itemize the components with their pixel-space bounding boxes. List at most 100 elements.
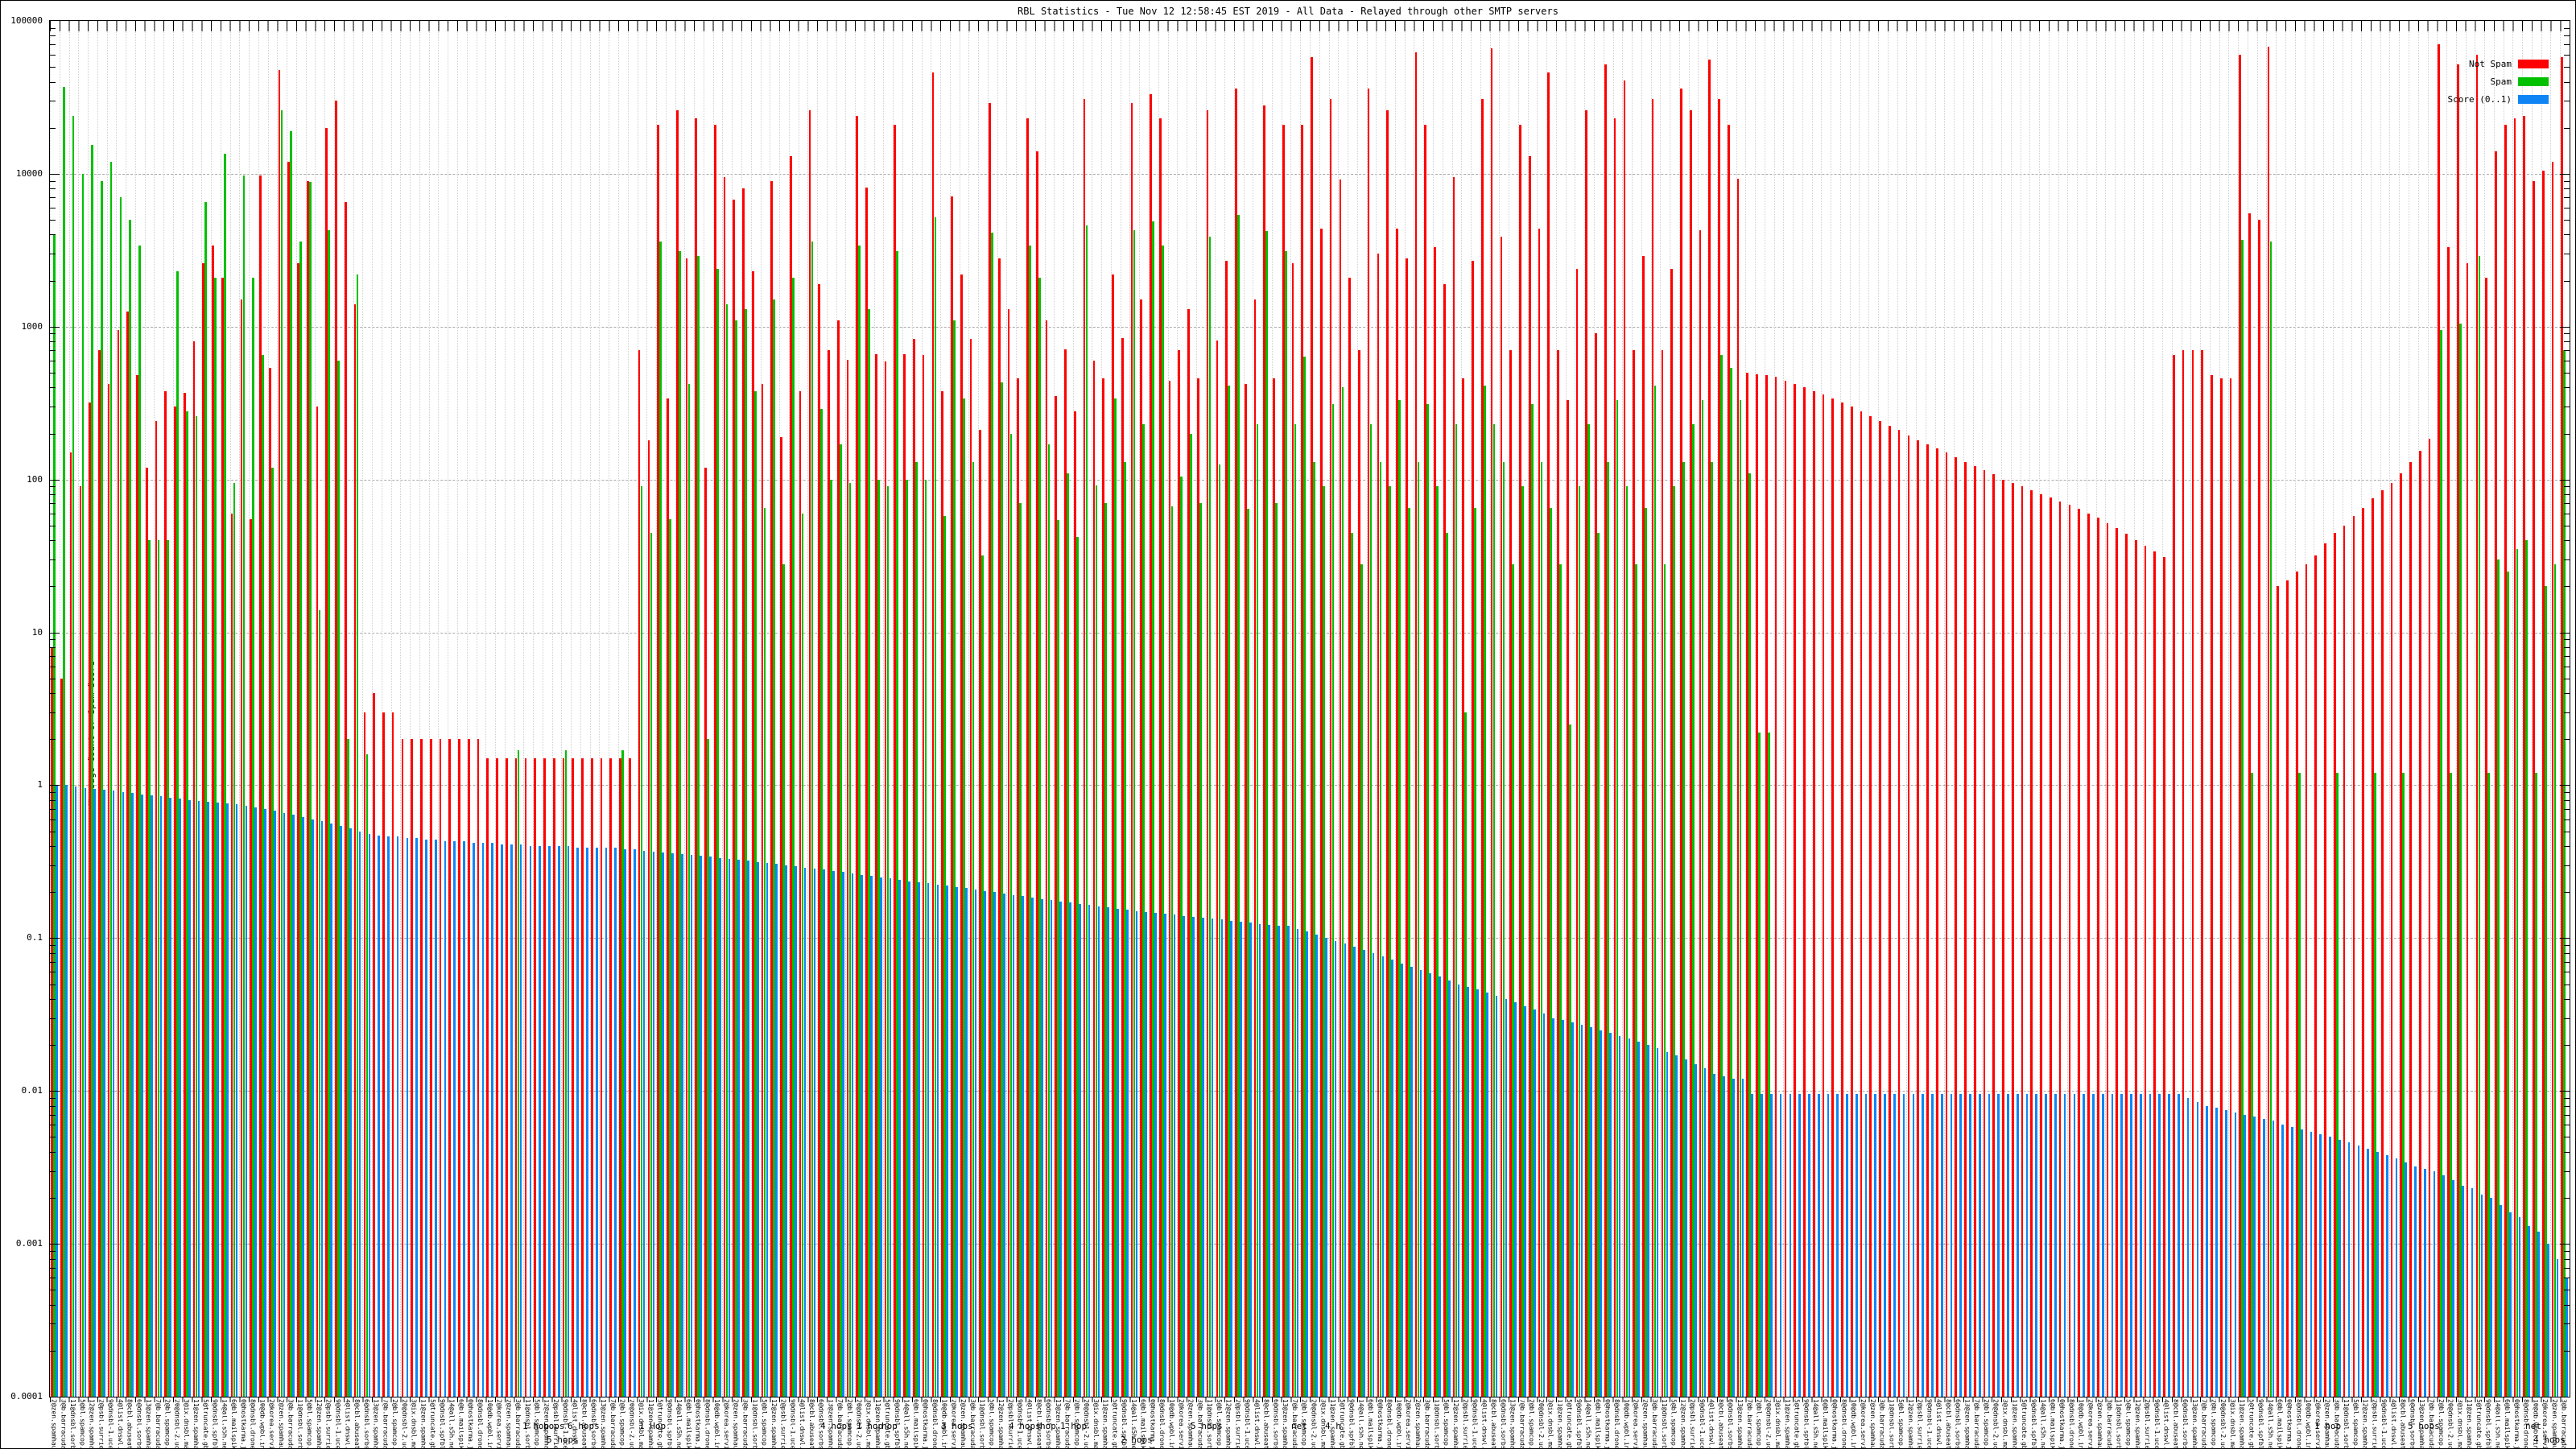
gridline-v — [551, 21, 553, 1397]
bar-spam — [157, 540, 160, 1397]
gridline-v — [1821, 21, 1823, 1397]
bar-score — [2347, 1142, 2351, 1397]
x-tick-label: 20@dnsbl-2.uceprotect.net 1 hop — [1992, 1399, 1999, 1448]
bar-notspam — [713, 124, 716, 1397]
x-tick-label: 7@b.barracudacentral.org 1 hop — [155, 1399, 161, 1448]
y-tick-label: 0.01 — [21, 1085, 43, 1096]
bar-spam — [138, 245, 141, 1397]
bar-notspam — [1528, 156, 1531, 1397]
gridline-v — [1110, 21, 1112, 1397]
bar-score — [2092, 1094, 2095, 1397]
bar-spam — [943, 515, 946, 1397]
bar-score — [917, 881, 920, 1397]
bar-notspam — [1064, 349, 1067, 1397]
y-tick — [2564, 372, 2570, 374]
gridline-v — [533, 21, 535, 1397]
bar-score — [2566, 1278, 2569, 1397]
x-tick-label: 7@b.barracudacentral.org 1 hop — [1064, 1399, 1071, 1448]
gridline-v — [760, 21, 762, 1397]
bar-notspam — [183, 392, 186, 1397]
bar-notspam — [1708, 59, 1711, 1397]
x-tick-label: 13@zen.spamhaus.org 2 hops — [1282, 1399, 1288, 1448]
x-tick-label: 6@bl.mailspike.net 4 hops — [2276, 1399, 2283, 1449]
gridline-v — [694, 21, 696, 1397]
bar-score — [1230, 920, 1232, 1397]
x-tick-label: 10@db.wpbl.info 5 hops — [485, 1399, 493, 1449]
bar-notspam — [136, 375, 138, 1397]
x-tick-label: 5@bl.spamcop.net 3 hops — [761, 1399, 768, 1448]
gridline-v — [779, 21, 781, 1397]
bar-notspam — [790, 156, 792, 1397]
x-axis-fragment: 4 h — [1325, 1421, 1341, 1431]
bar-notspam — [2201, 350, 2203, 1397]
bar-spam — [1445, 532, 1448, 1397]
gridline-v — [523, 21, 525, 1397]
x-tick-label: 5@bl.spamcop.net 3 hops — [1443, 1399, 1450, 1448]
x-tick-label: 2@psbl.surriel.com 1 hop — [779, 1399, 786, 1449]
bar-notspam — [2257, 220, 2260, 1397]
bar-spam — [1123, 462, 1126, 1397]
bar-notspam — [1244, 384, 1247, 1397]
x-tick-label: 9@dnsbl.spfbl.net 1 hop — [666, 1399, 673, 1448]
bar-notspam — [619, 758, 621, 1397]
bar-notspam — [1178, 350, 1181, 1397]
x-tick-label: 12@zen.spamhaus.org 4 hops — [2362, 1399, 2368, 1448]
gridline-v — [2304, 21, 2306, 1397]
x-tick-label: 5@bl.spamcop.net 3 hops — [1215, 1399, 1222, 1448]
bar-score — [2035, 1094, 2038, 1397]
y-tick — [50, 892, 56, 894]
x-tick-label: 12@zen.spamhaus.org 4 hops — [543, 1399, 549, 1448]
gridline-v — [1328, 21, 1330, 1397]
y-tick — [50, 1304, 56, 1306]
gridline-v — [1338, 21, 1340, 1397]
bar-score — [2452, 1180, 2454, 1397]
x-axis-fragment: 3 hops — [941, 1421, 973, 1431]
bar-score — [813, 868, 816, 1397]
bar-notspam — [2144, 545, 2147, 1397]
gridline-v — [1859, 21, 1860, 1397]
bar-score — [396, 836, 399, 1397]
bar-score — [2186, 1097, 2190, 1397]
bar-notspam — [903, 354, 906, 1397]
y-tick — [2564, 792, 2570, 794]
bar-spam — [91, 144, 93, 1397]
y-tick — [50, 1114, 56, 1116]
bar-notspam — [1187, 309, 1190, 1397]
gridline-v — [1660, 21, 1662, 1397]
x-tick-label: 8@cbl.abuseat.org 1 hop — [1035, 1399, 1042, 1448]
bar-notspam — [174, 407, 176, 1397]
gridline-v — [1745, 21, 1747, 1397]
y-tick — [50, 1151, 56, 1153]
x-tick-label: 6@dnsbl.sorbs.net 6 hops — [1727, 1399, 1734, 1448]
x-tick-label: 3@b.barracudacentral.org 2 hops — [2333, 1399, 2339, 1448]
gridline-v — [428, 21, 430, 1397]
gridline-v — [315, 21, 316, 1397]
bar-score — [264, 808, 266, 1397]
bar-score — [1258, 923, 1261, 1397]
y-tick — [2564, 865, 2570, 866]
x-tick-label: 3@ix.dnsbl.manitu.net 3 hops — [2229, 1399, 2235, 1448]
bar-spam — [1407, 508, 1410, 1397]
bar-score — [254, 807, 257, 1397]
bar-notspam — [1784, 381, 1787, 1397]
bar-notspam — [1282, 124, 1285, 1397]
gridline-v — [987, 21, 989, 1397]
y-tick — [50, 127, 56, 129]
x-axis-fragment: 1 hop — [522, 1421, 550, 1431]
bar-spam — [811, 242, 814, 1397]
bar-score — [652, 852, 655, 1397]
gridline-v — [201, 21, 203, 1397]
bar-spam — [1578, 486, 1581, 1397]
bar-score — [690, 855, 693, 1397]
gridline-v — [1584, 21, 1586, 1397]
bar-score — [1012, 894, 1015, 1397]
bar-spam — [1748, 473, 1752, 1397]
gridline-v — [324, 21, 326, 1397]
y-tick — [2564, 739, 2570, 741]
bar-notspam — [1452, 177, 1455, 1397]
y-tick — [2564, 27, 2570, 29]
x-tick-label: 6@bl.mailspike.net 4 hops — [2049, 1399, 2056, 1449]
bar-score — [775, 864, 778, 1397]
x-tick-label: 10@db.wpbl.info 5 hops — [1395, 1399, 1402, 1449]
x-tick-label: 5@truncate.gbudb.net 4 hops — [657, 1399, 663, 1448]
